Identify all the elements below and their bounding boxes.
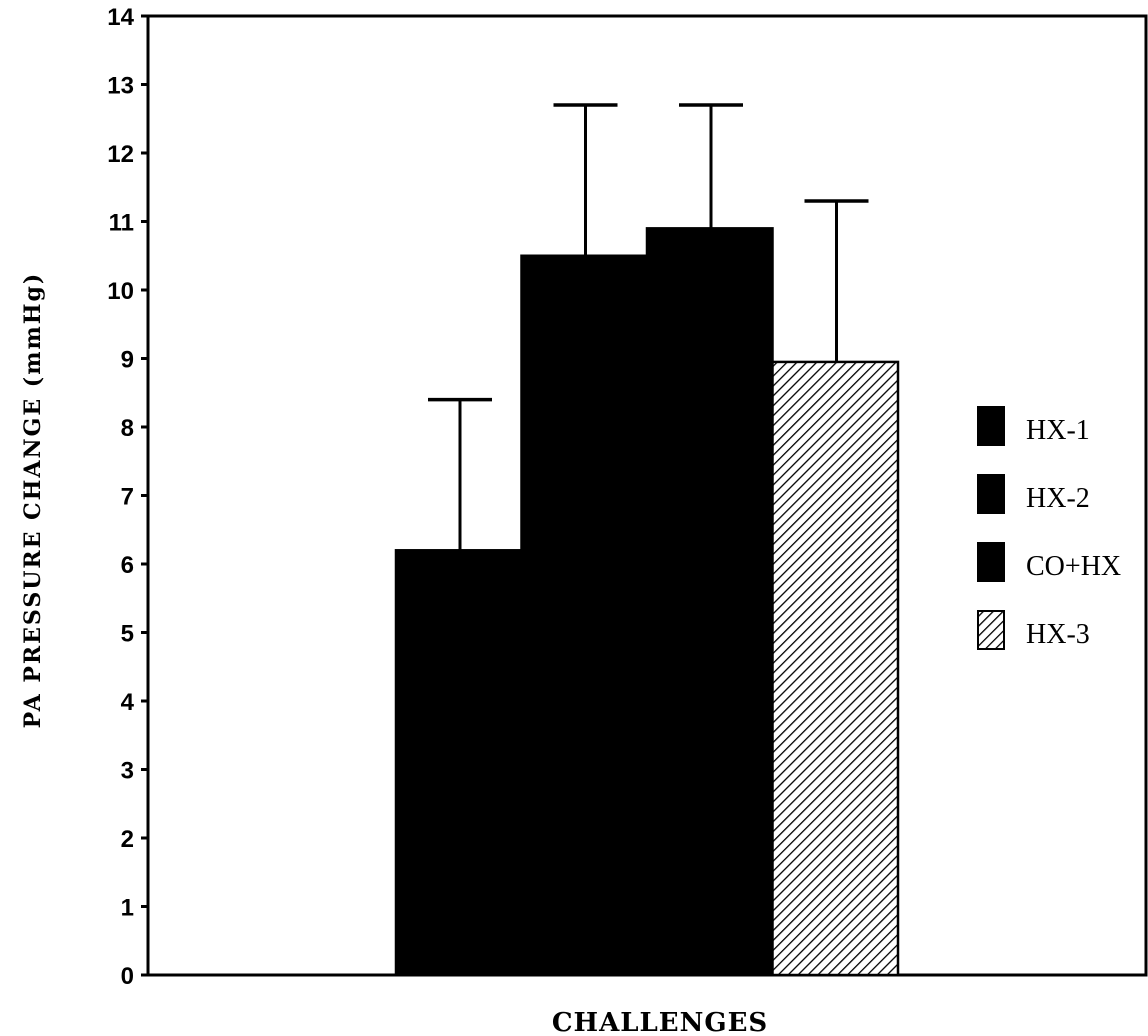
y-tick-label: 10 (107, 278, 134, 305)
y-axis-title: PA PRESSURE CHANGE (mmHg) (20, 272, 46, 729)
legend-swatch (977, 406, 1005, 446)
legend-swatch (977, 474, 1005, 514)
y-tick-label: 5 (121, 621, 134, 648)
y-tick-label: 4 (121, 689, 135, 716)
bar-hx-3 (771, 360, 900, 977)
y-tick-label: 3 (121, 758, 134, 785)
y-tick-label: 9 (121, 347, 134, 374)
y-tick-label: 12 (107, 141, 134, 168)
legend-label: HX-2 (1026, 483, 1090, 514)
x-axis-title: CHALLENGES (552, 1008, 768, 1036)
y-tick-label: 8 (121, 415, 134, 442)
y-tick-label: 7 (121, 484, 134, 511)
legend-label: CO+HX (1026, 551, 1121, 582)
y-tick-label: 1 (121, 895, 134, 922)
y-tick-label: 0 (121, 963, 134, 990)
y-tick-label: 13 (107, 73, 134, 100)
y-tick-label: 6 (121, 552, 134, 579)
error-bars (428, 103, 869, 551)
legend-swatch (977, 542, 1005, 582)
legend-label: HX-3 (1026, 619, 1090, 650)
legend: HX-1 HX-2 CO+HX HX-3 (977, 406, 1121, 650)
y-tick-label: 11 (109, 210, 134, 237)
bar-co-hx (645, 227, 774, 977)
legend-swatch (977, 610, 1005, 650)
y-tick-label: 14 (107, 4, 134, 31)
bar-hx-2 (520, 254, 649, 977)
bar-hx-1 (394, 549, 523, 977)
legend-label: HX-1 (1026, 415, 1090, 446)
y-tick-label: 2 (121, 826, 134, 853)
bars (394, 227, 900, 977)
